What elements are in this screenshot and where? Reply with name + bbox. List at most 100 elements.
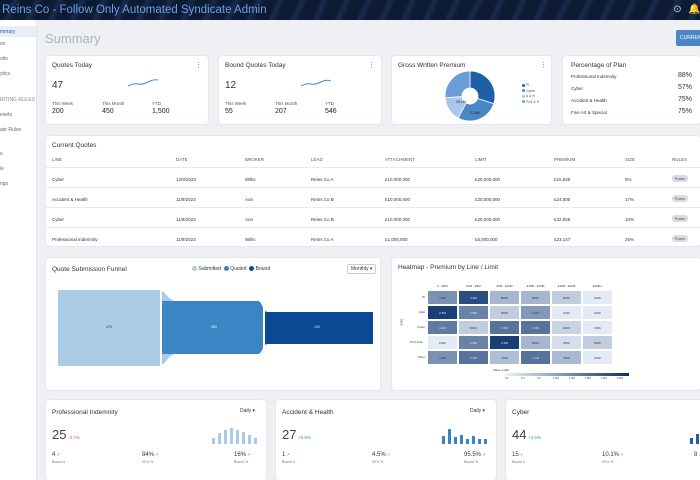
heatmap-cell: 1.3M <box>427 290 458 305</box>
table-cell: Cyber <box>52 177 65 182</box>
table-cell: 5% <box>625 177 632 182</box>
search-icon[interactable]: ⊙ <box>673 4 682 15</box>
trend-up-icon: ↗ <box>619 452 624 457</box>
plan-row-label: Accident & Health <box>571 98 607 103</box>
heatmap-cell: 1.7M <box>520 320 551 335</box>
stat-value: 1,500 <box>152 108 170 115</box>
more-icon[interactable]: ⋮ <box>368 62 375 69</box>
table-cell: £20,000,000 <box>475 217 501 222</box>
kpi-period-dropdown[interactable]: Daily ▾ <box>240 408 255 414</box>
rules-button[interactable]: Rules <box>672 175 688 182</box>
trend-up-icon: ↗ <box>154 452 159 457</box>
kpi-period-dropdown[interactable]: Daily ▾ <box>470 408 485 414</box>
heatmap-cell: 500K <box>458 320 489 335</box>
rules-button[interactable]: Rules <box>672 235 688 242</box>
legend-label: Bound <box>255 266 271 272</box>
page-title: Summary <box>45 31 101 46</box>
heatmap-color-tick: 1.8M <box>585 377 591 380</box>
stat-label: YTD <box>152 101 161 106</box>
stat-value: 546 <box>325 108 337 115</box>
sidebar-item-quotes[interactable]: es <box>0 41 14 47</box>
sidebar-item-label: s <box>0 151 3 157</box>
sidebar-item-create-rules[interactable]: ate Rules <box>0 127 36 133</box>
kpi-bar <box>448 428 451 444</box>
rules-button[interactable]: Rules <box>672 215 688 222</box>
table-cell: £10,000,000 <box>385 177 411 182</box>
table-cell: 12/9/2023 <box>176 177 197 182</box>
stat-label: This Month <box>102 101 125 106</box>
card-title: Quote Submission Funnel <box>52 266 127 273</box>
kpi-metric-value: 15 <box>512 452 519 458</box>
legend-swatch <box>249 266 255 272</box>
chevron-down-icon: ▾ <box>251 408 256 414</box>
heatmap-cell: 100K <box>582 350 613 365</box>
column-header: LINE <box>52 157 63 162</box>
heatmap-cell: 1.5M <box>458 305 489 320</box>
pie-slice <box>444 70 471 99</box>
column-header: ATTACHMENT <box>385 157 416 162</box>
card-title: Quotes Today <box>52 62 92 69</box>
sidebar-item-settings[interactable]: ngs <box>0 181 14 187</box>
legend-label: Prof & S <box>525 99 540 104</box>
table-cell: Cyber <box>52 217 65 222</box>
sidebar-item-rulesets[interactable]: esets <box>0 112 14 118</box>
trend-up-icon: ↗ <box>697 452 700 457</box>
sidebar-item-profile[interactable]: le <box>0 166 14 172</box>
sidebar-item-analytics[interactable]: ytics <box>0 71 14 77</box>
table-cell: £1,000,000 <box>385 237 408 242</box>
sidebar-item-label: ate Rules <box>0 127 22 133</box>
rules-button[interactable]: Rules <box>672 195 688 202</box>
kpi-metric-label: NTU % <box>372 460 384 464</box>
heatmap-cell: 2.2M <box>458 290 489 305</box>
heatmap-column-label: £15M - £20M <box>557 284 576 288</box>
table-cell: Professional Indemnity <box>52 237 98 242</box>
plan-card: Percentage of Plan Professional Indemnit… <box>563 56 700 124</box>
heatmap-row-label: PI <box>422 295 425 299</box>
trend-up-icon: ↗ <box>518 452 524 457</box>
kpi-metric: 95.5% ↗ <box>464 452 485 458</box>
table-divider <box>46 227 700 228</box>
heatmap-color-tick: 0.6 <box>537 377 541 380</box>
kpi-bar <box>696 434 699 444</box>
kpi-title: Professional Indemnity <box>52 409 118 416</box>
heatmap-cell: 800K <box>489 290 520 305</box>
trend-up-icon: ↗ <box>481 452 486 457</box>
heatmap-row-label: Cyber <box>416 325 425 329</box>
kpi-metric-value: 1 <box>282 452 286 458</box>
kpi-delta: +3.5% <box>528 435 541 440</box>
heatmap-color-title: Value in £M <box>493 368 509 372</box>
more-icon[interactable]: ⋮ <box>540 62 547 69</box>
kpi-metric-value: 4.5% <box>372 452 386 458</box>
more-icon[interactable]: ⋮ <box>195 62 202 69</box>
sidebar-item-summary[interactable]: mmary <box>0 26 36 37</box>
heatmap-cell: 2.4M <box>489 335 520 350</box>
kpi-metric-value: 95.5% <box>464 452 482 458</box>
kpi-metric-value: 8 <box>694 452 698 458</box>
table-cell: Reins Co A <box>311 237 334 242</box>
table-cell: Reins Co B <box>311 197 334 202</box>
notification-icon[interactable]: 🔔 <box>688 4 700 15</box>
heatmap-cell: 250K <box>551 335 582 350</box>
kpi-bar <box>212 437 215 444</box>
kpi-card: Cyber 44+3.5% 15 ↗ Bound # 10.1% ↗ NTU % 8 ↗ <box>506 400 700 480</box>
table-cell: £23,147 <box>554 237 571 242</box>
heatmap-cell: 700K <box>489 350 520 365</box>
trend-up-icon: ↗ <box>55 452 60 457</box>
kpi-title: Accident & Health <box>282 409 334 416</box>
heatmap-row-label: Other <box>417 355 425 359</box>
sidebar-item-users[interactable]: s <box>0 151 14 157</box>
legend-swatch <box>223 266 229 272</box>
kpi-bar <box>224 429 227 444</box>
table-cell: 11/9/2023 <box>176 217 196 222</box>
heatmap-y-label: Line <box>399 318 404 326</box>
heatmap-cell: 400K <box>551 320 582 335</box>
legend-item: Prof & S <box>522 100 539 106</box>
table-cell: £24,500 <box>554 197 571 202</box>
heatmap-cell: 100K <box>582 290 613 305</box>
funnel-period-dropdown[interactable]: Monthly ▾ <box>347 264 377 274</box>
plan-row-label: Professional Indemnity <box>571 74 617 79</box>
kpi-bar <box>242 432 245 444</box>
sidebar-item-label: esets <box>0 112 12 118</box>
sidebar-item-portfolio[interactable]: olio <box>0 56 14 62</box>
current-button[interactable]: CURRENT <box>676 30 700 46</box>
